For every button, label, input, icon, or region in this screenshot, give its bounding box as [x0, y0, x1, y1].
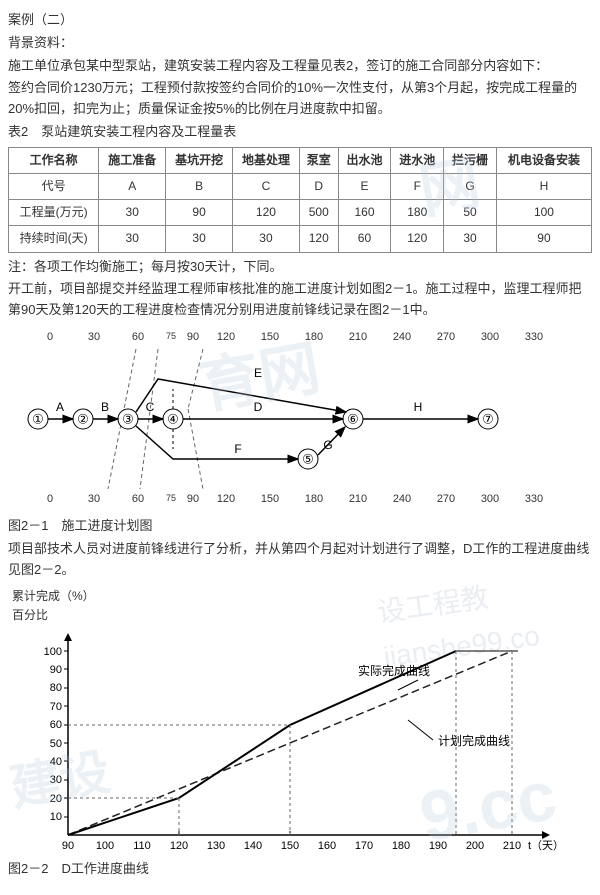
svg-text:200: 200	[466, 840, 484, 852]
chart-caption: 图2－2 D工作进度曲线	[8, 859, 592, 880]
bg-label: 背景资料：	[8, 33, 592, 54]
svg-text:A: A	[56, 400, 64, 414]
table-title: 表2 泵站建筑安装工程内容及工程量表	[8, 122, 592, 143]
svg-text:90: 90	[50, 664, 62, 676]
progress-chart: 累计完成（%） 百分比 100 90 80 70 60 50 40 30 20 …	[8, 587, 592, 855]
table-row: 工程量(万元) 30 90 120 500 160 180 50 100	[9, 200, 592, 226]
svg-text:20: 20	[50, 793, 62, 805]
note-1: 注：各项工作均衡施工；每月按30天计，下同。	[8, 257, 592, 278]
svg-text:160: 160	[318, 840, 336, 852]
svg-text:100: 100	[96, 840, 114, 852]
svg-text:150: 150	[281, 840, 299, 852]
svg-text:140: 140	[244, 840, 262, 852]
network-diagram: 030 60 75 90 120150 180210 240270 300330…	[8, 329, 592, 508]
svg-text:170: 170	[355, 840, 373, 852]
svg-text:④: ④	[167, 411, 179, 426]
table-row: 代号 A B C D E F G H	[9, 173, 592, 199]
chart-svg: 100 90 80 70 60 50 40 30 20 10 90 100 11…	[8, 625, 568, 855]
svg-text:70: 70	[50, 701, 62, 713]
mid-p1: 项目部技术人员对进度前锋线进行了分析，并从第四个月起对计划进行了调整，D工作的工…	[8, 539, 592, 581]
svg-text:120: 120	[170, 840, 188, 852]
table-row: 持续时间(天) 30 30 30 120 60 120 30 90	[9, 226, 592, 252]
quantity-table: 工作名称 施工准备 基坑开挖 地基处理 泵室 出水池 进水池 拦污栅 机电设备安…	[8, 147, 592, 253]
svg-text:①: ①	[32, 411, 44, 426]
svg-text:H: H	[414, 400, 423, 414]
svg-text:F: F	[234, 442, 241, 456]
svg-text:③: ③	[122, 411, 134, 426]
svg-text:130: 130	[207, 840, 225, 852]
svg-text:⑦: ⑦	[482, 411, 494, 426]
svg-text:180: 180	[392, 840, 410, 852]
svg-text:110: 110	[133, 840, 151, 852]
top-scale: 030 60 75 90 120150 180210 240270 300330	[28, 329, 592, 347]
bg-p1: 施工单位承包某中型泵站，建筑安装工程内容及工程量见表2，签订的施工合同部分内容如…	[8, 56, 592, 77]
svg-text:t（天）: t（天）	[528, 839, 564, 852]
svg-text:40: 40	[50, 756, 62, 768]
svg-text:100: 100	[44, 646, 62, 658]
svg-text:G: G	[323, 438, 332, 452]
svg-text:50: 50	[50, 738, 62, 750]
table-row: 工作名称 施工准备 基坑开挖 地基处理 泵室 出水池 进水池 拦污栅 机电设备安…	[9, 147, 592, 173]
bg-p2: 签约合同价1230万元；工程预付款按签约合同价的10%一次性支付，从第3个月起，…	[8, 78, 592, 120]
bottom-scale: 030 60 75 90 120150 180210 240270 300330	[28, 491, 592, 509]
y-axis-label-1: 累计完成（%）	[12, 589, 95, 603]
note-2: 开工前，项目部提交并经监理工程师审核批准的施工进度计划如图2－1。施工过程中，监…	[8, 279, 592, 321]
svg-text:90: 90	[62, 840, 74, 852]
y-axis-label-2: 百分比	[12, 608, 48, 622]
diagram-caption: 图2－1 施工进度计划图	[8, 516, 592, 537]
svg-text:E: E	[254, 366, 262, 380]
svg-text:D: D	[254, 400, 263, 414]
svg-text:C: C	[146, 400, 155, 414]
svg-text:210: 210	[503, 840, 521, 852]
svg-text:60: 60	[50, 719, 62, 731]
case-title: 案例（二）	[8, 10, 592, 31]
svg-text:实际完成曲线: 实际完成曲线	[358, 663, 430, 678]
svg-text:10: 10	[50, 811, 62, 823]
svg-text:B: B	[101, 400, 109, 414]
svg-text:②: ②	[77, 411, 89, 426]
svg-text:⑤: ⑤	[302, 451, 314, 466]
svg-text:30: 30	[50, 774, 62, 786]
svg-text:80: 80	[50, 682, 62, 694]
svg-text:⑥: ⑥	[347, 411, 359, 426]
svg-text:计划完成曲线: 计划完成曲线	[438, 733, 510, 748]
svg-text:190: 190	[429, 840, 447, 852]
